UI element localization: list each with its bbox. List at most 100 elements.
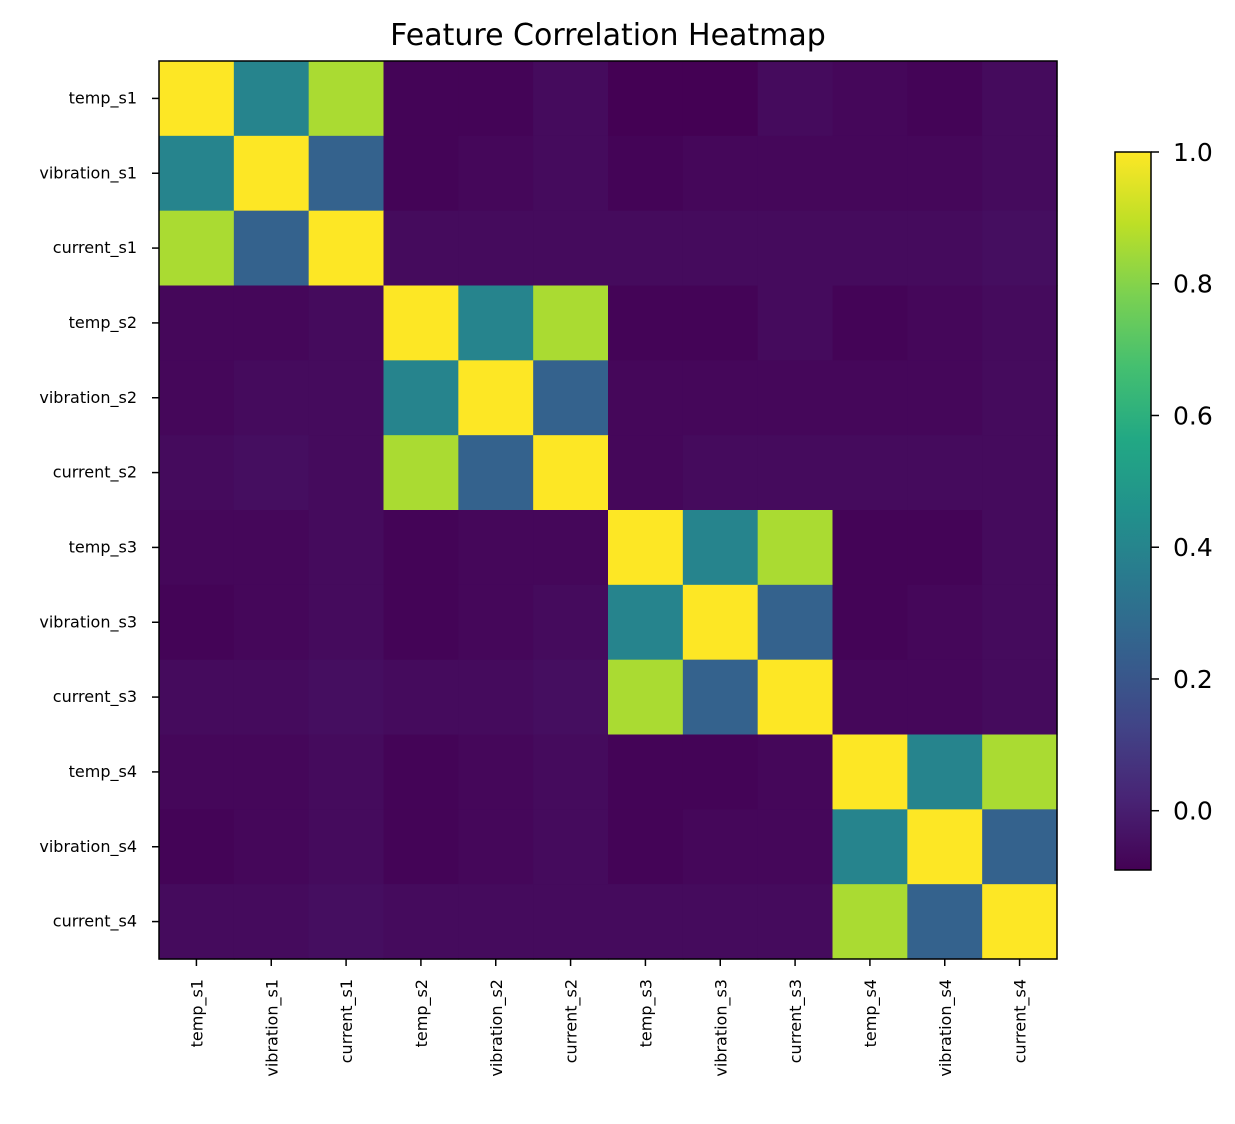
heatmap-cell <box>233 435 310 511</box>
colorbar-tick-label: 0.6 <box>1173 401 1213 430</box>
y-tick-label: current_s3 <box>53 687 137 707</box>
heatmap-cell <box>682 285 759 361</box>
heatmap-cell <box>608 210 684 287</box>
y-tick-label: temp_s1 <box>69 88 137 108</box>
heatmap-cell <box>907 435 983 511</box>
heatmap-cell <box>608 510 684 586</box>
heatmap-cell <box>233 135 310 212</box>
colorbar-tick-label: 0.4 <box>1173 533 1213 562</box>
heatmap-cell <box>832 734 908 810</box>
x-tick-label: vibration_s2 <box>487 979 507 1077</box>
heatmap-cell <box>383 884 459 960</box>
heatmap-cell <box>458 659 534 736</box>
heatmap-cell <box>383 135 459 212</box>
heatmap-cell <box>458 360 534 436</box>
y-tick-label: vibration_s2 <box>39 388 137 408</box>
heatmap-cell <box>308 510 385 586</box>
heatmap-cell <box>982 135 1058 212</box>
colorbar <box>1114 151 1152 871</box>
heatmap-cell <box>308 135 385 212</box>
colorbar-tick-label: 0.2 <box>1173 665 1213 694</box>
heatmap-cell <box>682 360 759 436</box>
heatmap-cell <box>458 734 534 810</box>
heatmap-cell <box>757 210 834 287</box>
heatmap-cell <box>832 360 908 436</box>
y-tick-label: vibration_s1 <box>39 163 137 183</box>
heatmap-cell <box>982 734 1058 810</box>
colorbar-tick-label: 1.0 <box>1173 138 1213 167</box>
heatmap-cell <box>308 884 385 960</box>
heatmap-cell <box>458 61 534 137</box>
heatmap-cell <box>308 61 385 137</box>
heatmap-cell <box>832 135 908 212</box>
x-tick-label: temp_s4 <box>861 979 881 1047</box>
heatmap-cell <box>832 435 908 511</box>
heatmap-cell <box>832 285 908 361</box>
heatmap-cell <box>682 584 759 661</box>
heatmap-cell <box>757 360 834 436</box>
heatmap-cell <box>533 135 609 212</box>
heatmap-cell <box>832 659 908 736</box>
y-tick-label: current_s2 <box>53 463 137 483</box>
heatmap-cells <box>159 61 1058 960</box>
heatmap-cell <box>159 360 235 436</box>
heatmap-cell <box>832 61 908 137</box>
heatmap-cell <box>533 584 609 661</box>
heatmap-cell <box>982 435 1058 511</box>
heatmap-cell <box>682 510 759 586</box>
heatmap-cell <box>757 659 834 736</box>
heatmap-cell <box>383 734 459 810</box>
heatmap-cell <box>907 135 983 212</box>
heatmap-cell <box>757 734 834 810</box>
heatmap-cell <box>682 734 759 810</box>
heatmap-cell <box>233 285 310 361</box>
y-tick-label: current_s1 <box>53 238 137 258</box>
heatmap-cell <box>608 734 684 810</box>
heatmap-cell <box>757 61 834 137</box>
heatmap-cell <box>233 734 310 810</box>
heatmap-cell <box>533 61 609 137</box>
heatmap-cell <box>832 584 908 661</box>
x-tick-label: current_s4 <box>1011 979 1031 1063</box>
heatmap-cell <box>907 584 983 661</box>
heatmap-cell <box>458 435 534 511</box>
heatmap-cell <box>458 285 534 361</box>
heatmap-cell <box>608 659 684 736</box>
heatmap-cell <box>233 584 310 661</box>
heatmap-cell <box>757 809 834 885</box>
heatmap-cell <box>907 510 983 586</box>
heatmap-cell <box>608 285 684 361</box>
heatmap-cell <box>308 435 385 511</box>
heatmap-cell <box>682 61 759 137</box>
heatmap-cell <box>832 210 908 287</box>
y-tick-label: temp_s3 <box>69 537 137 557</box>
x-tick-label: temp_s2 <box>412 979 432 1047</box>
heatmap-cell <box>159 734 235 810</box>
x-tick-label: vibration_s4 <box>936 979 956 1077</box>
heatmap-cell <box>982 285 1058 361</box>
x-tick-label: temp_s3 <box>636 979 656 1047</box>
heatmap-cell <box>383 210 459 287</box>
heatmap-cell <box>458 584 534 661</box>
y-axis: temp_s1 vibration_s1 current_s1 temp_s2vibr… <box>39 88 159 932</box>
heatmap-cell <box>907 285 983 361</box>
heatmap-cell <box>533 734 609 810</box>
x-axis: temp_s1 vibration_s1 current_s1 temp_s2 vibr… <box>187 959 1031 1077</box>
heatmap-cell <box>832 510 908 586</box>
heatmap-cell <box>458 884 534 960</box>
heatmap-cell <box>533 809 609 885</box>
heatmap-cell <box>233 809 310 885</box>
y-tick-label: temp_s2 <box>69 313 137 333</box>
heatmap-cell <box>233 360 310 436</box>
heatmap-cell <box>159 210 235 287</box>
x-tick-label: vibration_s3 <box>711 979 731 1077</box>
x-tick-label: current_s3 <box>786 979 806 1063</box>
heatmap-cell <box>982 61 1058 137</box>
heatmap-cell <box>982 659 1058 736</box>
heatmap-cell <box>458 135 534 212</box>
y-tick-label: temp_s4 <box>69 762 137 782</box>
heatmap-cell <box>608 584 684 661</box>
heatmap-cell <box>907 210 983 287</box>
heatmap-cell <box>907 809 983 885</box>
